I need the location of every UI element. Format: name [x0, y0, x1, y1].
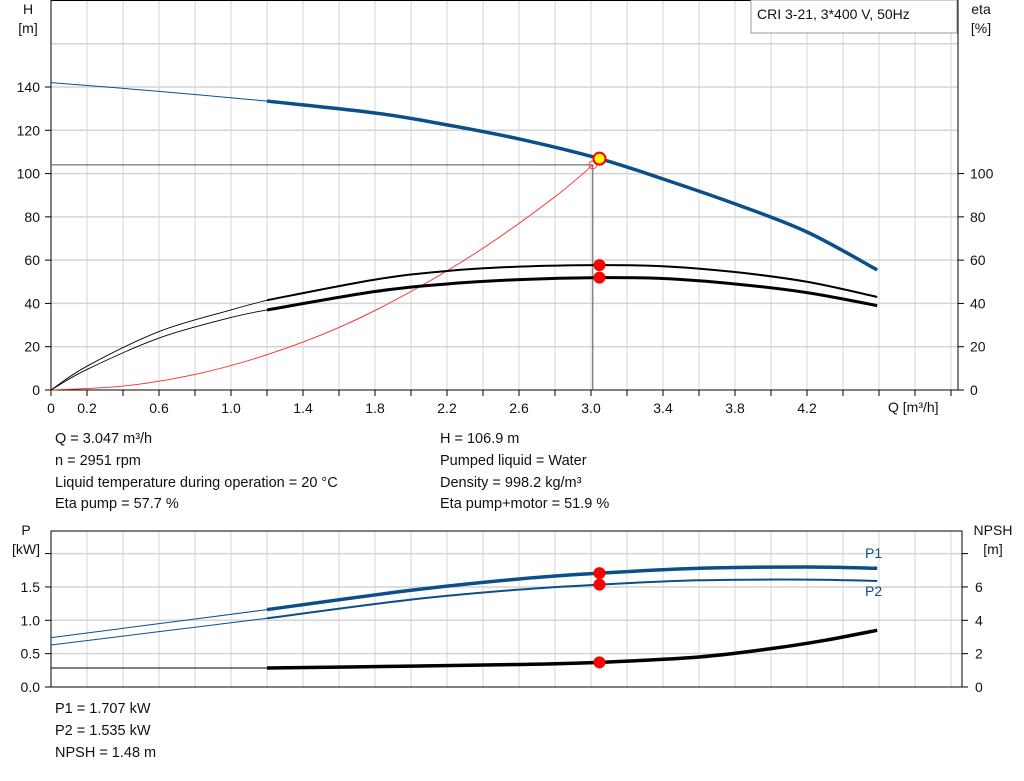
x-tick-label: 2.6 — [509, 400, 529, 416]
p-tick-label: 0.0 — [21, 679, 41, 695]
eta-total-point — [593, 271, 606, 284]
eta-tick-label: 40 — [970, 295, 986, 311]
eta-total-curve-extended — [50, 309, 268, 391]
info-eta-pump: Eta pump = 57.7 % — [55, 496, 179, 512]
npsh-tick-label: 2 — [975, 646, 983, 662]
npsh-tick-label: 6 — [975, 579, 983, 595]
info-p1: P1 = 1.707 kW — [55, 701, 151, 717]
p2-curve — [266, 578, 878, 620]
x-tick-label: 3.4 — [653, 400, 673, 416]
p-tick-label: 0.5 — [21, 646, 41, 662]
p1-point — [593, 567, 606, 580]
npsh-point — [593, 656, 606, 669]
p-axis-unit: [kW] — [12, 541, 40, 557]
eta-axis-unit: [%] — [971, 20, 991, 36]
axis-ticks: 0 0.2 0.6 1.0 1.4 1.8 2.2 2.6 3.0 3.4 3.8 4.2020406… — [17, 79, 994, 695]
p-tick-label: 1.5 — [21, 579, 41, 595]
eta-tick-label: 100 — [970, 166, 994, 182]
npsh-curve — [266, 628, 878, 670]
duty-reference-lines — [51, 164, 594, 390]
eta-pump-curve-extended — [50, 299, 268, 391]
h-axis-unit: [m] — [18, 20, 37, 36]
bottom-plot-frame — [50, 530, 963, 688]
info-density: Density = 998.2 kg/m³ — [440, 475, 582, 491]
p1-curve-label: P1 — [865, 545, 882, 561]
top-grid — [50, 0, 959, 391]
q-axis-label: Q [m³/h] — [888, 399, 939, 415]
p2-curve-label: P2 — [865, 583, 882, 599]
h-tick-label: 120 — [17, 122, 41, 138]
x-tick-label: 3.8 — [725, 400, 745, 416]
x-tick-label: 2.2 — [437, 400, 457, 416]
info-liquid: Pumped liquid = Water — [440, 453, 587, 469]
npsh-tick-label: 4 — [975, 612, 983, 628]
eta-pump-point — [593, 259, 606, 272]
x-tick-label: 1.4 — [293, 400, 313, 416]
curves — [50, 82, 879, 670]
top-plot-frame — [50, 0, 959, 391]
h-axis-label: H — [23, 1, 33, 17]
legend-box — [750, 0, 958, 34]
npsh-tick-label: 0 — [975, 679, 983, 695]
info-p2: P2 = 1.535 kW — [55, 723, 151, 739]
eta-tick-label: 60 — [970, 252, 986, 268]
duty-points — [588, 151, 607, 669]
eta-tick-label: 0 — [970, 382, 978, 398]
info-flow: Q = 3.047 m³/h — [55, 431, 153, 447]
legend-text: CRI 3-21, 3*400 V, 50Hz — [757, 6, 910, 22]
p1-curve-extended — [50, 609, 268, 639]
system-curve — [50, 164, 594, 391]
h-tick-label: 140 — [17, 79, 41, 95]
info-eta-total: Eta pump+motor = 51.9 % — [440, 496, 610, 512]
npsh-axis-label: NPSH — [974, 522, 1013, 538]
x-tick-label: 1.8 — [365, 400, 385, 416]
bottom-grid — [50, 530, 963, 688]
p2-curve-extended — [50, 617, 268, 646]
eta-tick-label: 20 — [970, 339, 986, 355]
p-tick-label: 1.0 — [21, 612, 41, 628]
x-tick-label: 4.2 — [797, 400, 817, 416]
eta-axis-label: eta — [971, 1, 991, 17]
info-speed: n = 2951 rpm — [55, 453, 141, 469]
h-tick-label: 80 — [24, 209, 40, 225]
info-npsh: NPSH = 1.48 m — [55, 745, 157, 761]
operating-point-marker — [592, 151, 607, 166]
head-curve-extended — [50, 82, 268, 102]
p-axis-label: P — [21, 522, 30, 538]
info-head: H = 106.9 m — [440, 431, 520, 447]
x-tick-label: 1.0 — [221, 400, 241, 416]
h-tick-label: 20 — [24, 339, 40, 355]
x-tick-label: 0 — [47, 400, 55, 416]
h-tick-label: 100 — [17, 166, 41, 182]
p2-point — [593, 578, 606, 591]
h-tick-label: 0 — [32, 382, 40, 398]
x-tick-label: 0.2 — [77, 400, 97, 416]
h-tick-label: 40 — [24, 295, 40, 311]
x-tick-label: 0.6 — [149, 400, 169, 416]
npsh-axis-unit: [m] — [983, 541, 1002, 557]
info-temperature: Liquid temperature during operation = 20… — [55, 475, 338, 491]
h-tick-label: 60 — [24, 252, 40, 268]
p1-curve — [266, 565, 878, 612]
head-curve — [266, 99, 879, 272]
eta-tick-label: 80 — [970, 209, 986, 225]
x-tick-label: 3.0 — [581, 400, 601, 416]
